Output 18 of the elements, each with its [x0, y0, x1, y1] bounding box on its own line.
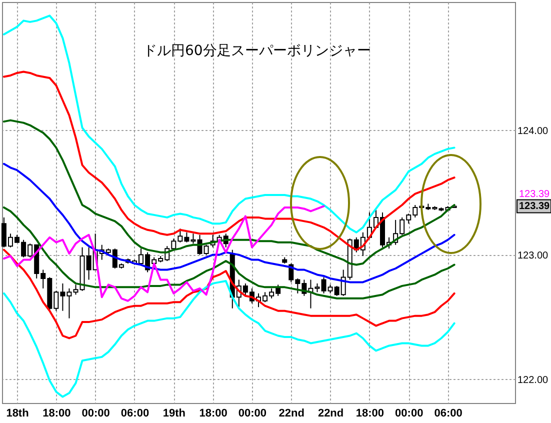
x-tick-label: 18th	[6, 408, 30, 420]
y-tick-label: 122.00	[518, 374, 549, 386]
x-tick-label: 18:00	[356, 408, 384, 420]
text: 123.39	[519, 189, 550, 200]
x-tick-label: 22nd	[278, 408, 304, 420]
x-tick-label: 00:00	[238, 408, 267, 420]
text: 123.39	[519, 201, 550, 212]
x-tick-label: 06:00	[120, 408, 150, 420]
x-tick-label: 19th	[162, 408, 186, 420]
x-tick-label: 06:00	[434, 408, 462, 420]
x-tick-label: 00:00	[395, 408, 424, 420]
x-tick-label: 18:00	[42, 408, 71, 420]
y-tick-label: 123.00	[518, 250, 549, 262]
x-tick-label: 00:00	[82, 408, 110, 420]
x-tick-label: 18:00	[199, 408, 228, 420]
y-tick-label: 124.00	[518, 126, 549, 137]
text: ドル円60分足スーパーボリンジャー	[143, 43, 371, 59]
x-tick-label: 22nd	[318, 408, 344, 420]
